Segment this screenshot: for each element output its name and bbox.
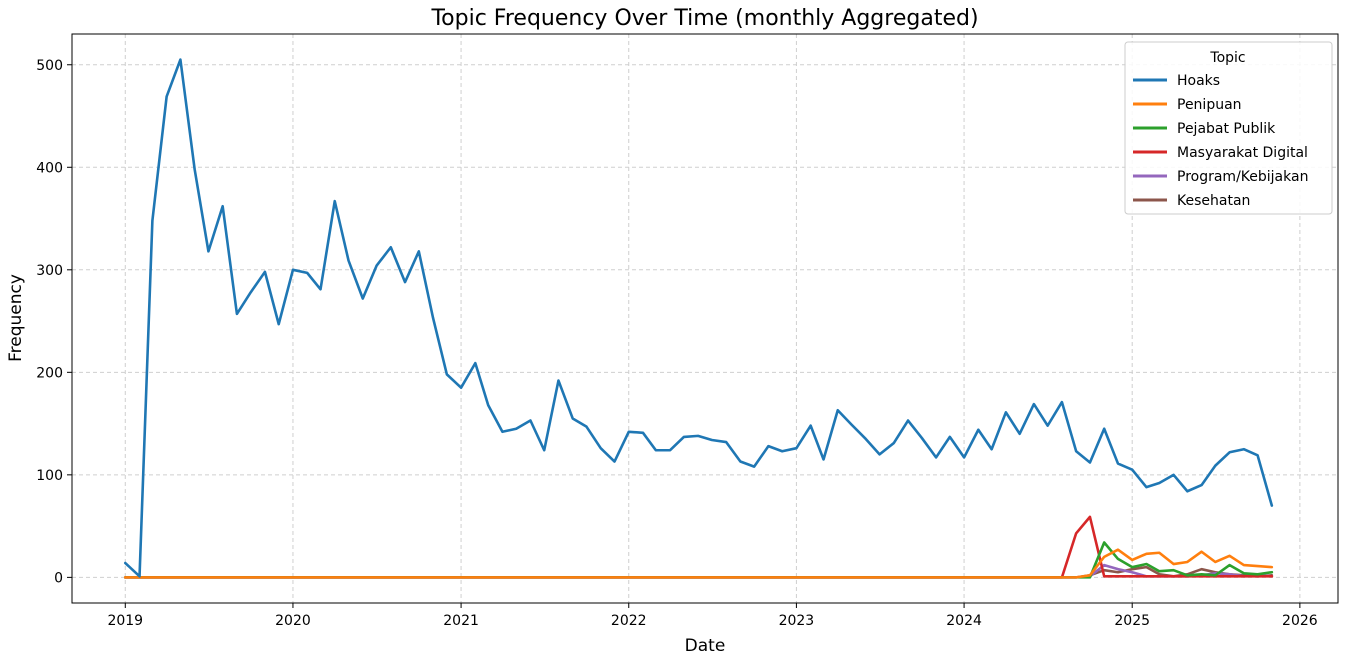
y-tick-label: 200 [36,365,63,381]
legend-box [1124,41,1333,215]
y-tick-label: 300 [36,263,63,279]
legend-label-kesehatan: Kesehatan [1177,193,1250,209]
legend-label-pejabat-publik: Pejabat Publik [1177,121,1276,137]
x-tick-label: 2026 [1282,613,1318,629]
legend-label-hoaks: Hoaks [1177,73,1220,89]
x-tick-label: 2019 [107,613,143,629]
series-lines [123,58,1274,579]
x-tick-label: 2022 [611,613,647,629]
x-tick-label: 2024 [946,613,982,629]
plot-frame [71,33,1339,604]
x-tick-label: 2021 [443,613,479,629]
y-axis-title: Frequency [6,274,26,362]
y-tick-label: 0 [54,570,63,586]
series-line-hoaks [123,58,1274,578]
legend-title: Topic [1209,50,1245,66]
legend-label-program-kebijakan: Program/Kebijakan [1177,169,1308,185]
legend-items: Hoaks Penipuan Pejabat Publik Masyarakat Di… [1133,73,1308,209]
x-tick-label: 2025 [1114,613,1150,629]
legend-label-penipuan: Penipuan [1177,97,1242,113]
x-axis-title: Date [685,636,726,656]
series-line-penipuan [123,548,1274,579]
legend: Topic Hoaks Penipuan Pejabat Publik Masyara… [1124,41,1333,215]
y-tick-label: 400 [36,160,63,176]
y-tick-label: 100 [36,468,63,484]
y-tick-label: 500 [36,58,63,74]
chart-title: Topic Frequency Over Time (monthly Aggre… [430,6,978,31]
axis-ticks: 0 100 200 300 400 500 2019 2020 2021 2022 2023 2024… [36,58,1318,629]
legend-label-masyarakat-digital: Masyarakat Digital [1177,145,1308,161]
x-tick-label: 2020 [275,613,311,629]
x-tick-label: 2023 [779,613,815,629]
